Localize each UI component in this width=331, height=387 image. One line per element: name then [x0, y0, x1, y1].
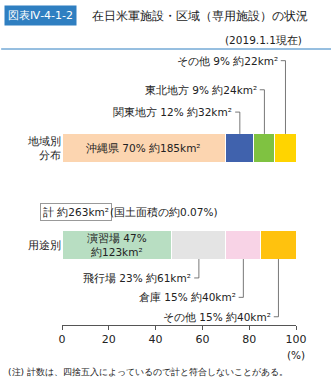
- svg-text:80: 80: [242, 333, 256, 346]
- svg-text:40: 40: [149, 333, 163, 346]
- svg-text:(注) 計数は、四捨五入によっているので計と符合しないことが: (注) 計数は、四捨五入によっているので計と符合しないことがある。: [8, 367, 288, 377]
- svg-text:倉庫 15% 約40km²: 倉庫 15% 約40km²: [139, 291, 236, 303]
- svg-text:東北地方 9% 約24km²: 東北地方 9% 約24km²: [145, 84, 257, 96]
- svg-text:その他 15% 約40km²: その他 15% 約40km²: [163, 311, 271, 323]
- svg-text:0: 0: [59, 333, 66, 346]
- svg-text:(2019.1.1現在): (2019.1.1現在): [225, 34, 302, 46]
- svg-text:図表Ⅳ-4-1-2: 図表Ⅳ-4-1-2: [8, 9, 73, 22]
- svg-text:計 約263km²: 計 約263km²: [43, 206, 109, 218]
- svg-text:20: 20: [102, 333, 116, 346]
- svg-text:(国土面積の約0.07%): (国土面積の約0.07%): [110, 206, 218, 218]
- svg-text:飛行場 23% 約61km²: 飛行場 23% 約61km²: [83, 272, 191, 284]
- svg-text:沖縄県 70% 約185km²: 沖縄県 70% 約185km²: [86, 142, 201, 154]
- svg-text:100: 100: [286, 333, 307, 346]
- svg-text:関東地方 12% 約32km²: 関東地方 12% 約32km²: [113, 106, 232, 118]
- svg-text:用途別: 用途別: [28, 239, 61, 252]
- svg-text:(%): (%): [287, 349, 305, 361]
- svg-text:60: 60: [195, 333, 209, 346]
- svg-text:演習場 47%約123km²: 演習場 47%約123km²: [87, 232, 147, 258]
- svg-text:地域別分布: 地域別分布: [27, 135, 61, 162]
- svg-text:その他 9% 約22km²: その他 9% 約22km²: [177, 55, 278, 67]
- svg-text:在日米軍施設・区域（専用施設）の状況: 在日米軍施設・区域（専用施設）の状況: [92, 9, 308, 23]
